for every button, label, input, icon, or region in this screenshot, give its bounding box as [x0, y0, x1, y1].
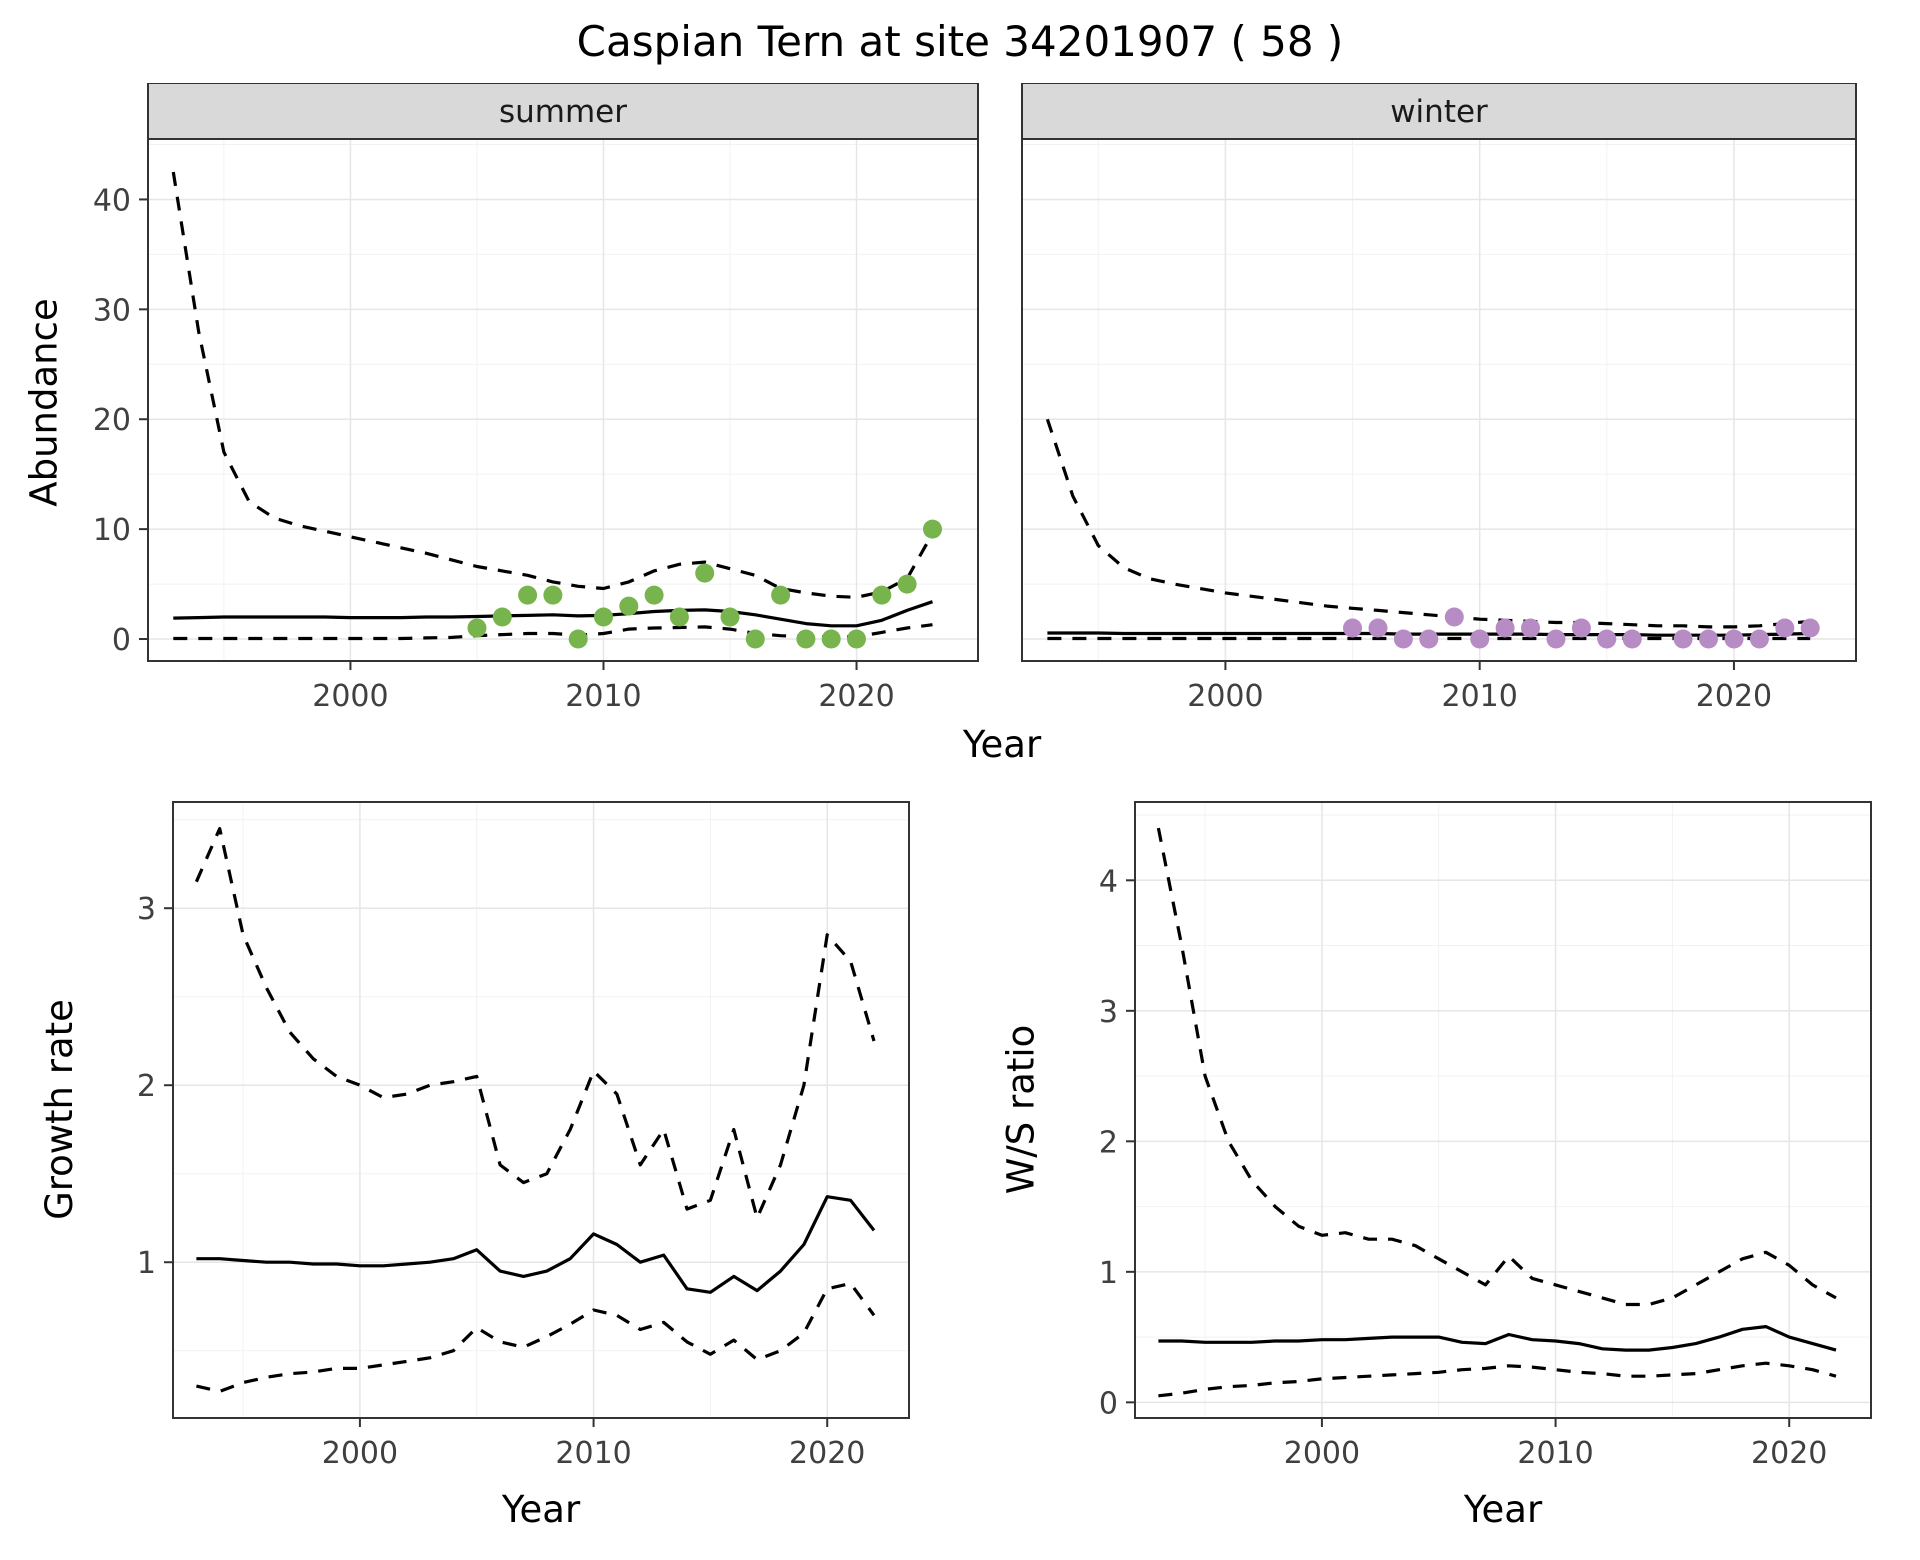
svg-text:2000: 2000	[1187, 679, 1263, 714]
svg-text:winter: winter	[1390, 94, 1488, 130]
svg-text:40: 40	[93, 183, 131, 218]
summer-abundance-chart: summer 2000 2010 2020 0 10 20 30 40	[93, 82, 979, 714]
svg-text:10: 10	[93, 513, 131, 548]
growth-rate-block: Growth rate 2000 2010 2020 1 2 3 Year	[33, 788, 925, 1531]
abundance-axis-label: Abundance	[22, 298, 66, 507]
ws-ratio-chart: 2000 2010 2020 0 1 2 3 4	[1099, 800, 1872, 1471]
svg-text:2020: 2020	[789, 1436, 865, 1471]
abundance-row: Abundance summer 2000 2010 2020 0 10 20 30 40 wi…	[18, 82, 1902, 723]
svg-text:summer: summer	[499, 94, 627, 130]
svg-text:2010: 2010	[565, 679, 641, 714]
abundance-xlabel-wrap: Year	[148, 723, 1856, 766]
svg-text:2000: 2000	[1284, 1436, 1360, 1471]
svg-text:2: 2	[1099, 1125, 1118, 1160]
ws-ratio-axis-label: W/S ratio	[999, 1024, 1043, 1195]
growth-rate-chart: 2000 2010 2020 1 2 3	[137, 800, 910, 1471]
svg-text:30: 30	[93, 293, 131, 328]
svg-text:2000: 2000	[322, 1436, 398, 1471]
figure-title: Caspian Tern at site 34201907 ( 58 )	[576, 17, 1344, 66]
abundance-x-axis-label: Year	[962, 722, 1042, 766]
growth-rate-axis-label: Growth rate	[37, 999, 81, 1220]
svg-text:1: 1	[1099, 1255, 1118, 1290]
ws-ratio-block: W/S ratio 2000 2010 2020 0 1 2 3 4 Year	[995, 788, 1887, 1531]
svg-text:2010: 2010	[1442, 679, 1518, 714]
growth-x-axis-label: Year	[501, 1487, 581, 1531]
svg-text:4: 4	[1099, 864, 1118, 899]
abundance-ylabel-column: Abundance	[18, 83, 70, 723]
ws-ylabel-column: W/S ratio	[995, 788, 1047, 1488]
svg-text:3: 3	[1099, 994, 1118, 1029]
facet-winter: winter 2000 2010 2020	[1014, 82, 1872, 723]
svg-text:1: 1	[137, 1246, 156, 1281]
svg-text:2020: 2020	[1696, 679, 1772, 714]
rates-row: Growth rate 2000 2010 2020 1 2 3 Year W/S rat…	[18, 788, 1902, 1531]
svg-text:20: 20	[93, 403, 131, 438]
svg-text:2: 2	[137, 1069, 156, 1104]
ws-x-axis-label: Year	[1463, 1487, 1543, 1531]
svg-text:3: 3	[137, 892, 156, 927]
growth-ylabel-column: Growth rate	[33, 788, 85, 1488]
facet-summer: summer 2000 2010 2020 0 10 20 30 40	[70, 82, 990, 723]
svg-text:2000: 2000	[312, 679, 388, 714]
svg-text:2010: 2010	[555, 1436, 631, 1471]
svg-text:0: 0	[112, 623, 131, 658]
winter-abundance-chart: winter 2000 2010 2020	[1021, 82, 1857, 714]
svg-text:0: 0	[1099, 1386, 1118, 1421]
svg-text:2020: 2020	[1751, 1436, 1827, 1471]
svg-text:2010: 2010	[1517, 1436, 1593, 1471]
svg-text:2020: 2020	[818, 679, 894, 714]
